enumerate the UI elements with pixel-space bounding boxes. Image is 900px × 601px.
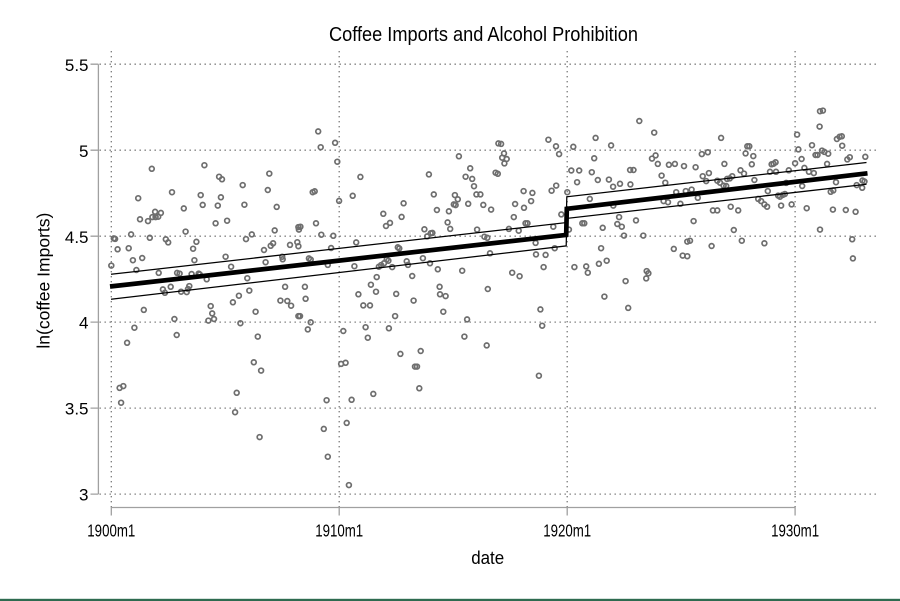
svg-text:4.5: 4.5: [65, 228, 89, 247]
svg-text:ln(coffee Imports): ln(coffee Imports): [34, 213, 54, 349]
svg-text:5: 5: [79, 142, 88, 161]
svg-text:1930m1: 1930m1: [771, 521, 819, 541]
svg-text:3.5: 3.5: [65, 400, 89, 419]
svg-text:1900m1: 1900m1: [87, 521, 135, 541]
svg-text:date: date: [471, 548, 504, 568]
svg-text:Coffee Imports and Alcohol Pro: Coffee Imports and Alcohol Prohibition: [329, 24, 638, 46]
svg-text:1910m1: 1910m1: [315, 521, 363, 541]
svg-text:5.5: 5.5: [65, 56, 89, 75]
svg-text:1920m1: 1920m1: [543, 521, 591, 541]
svg-text:3: 3: [79, 486, 88, 505]
svg-text:4: 4: [79, 314, 88, 333]
